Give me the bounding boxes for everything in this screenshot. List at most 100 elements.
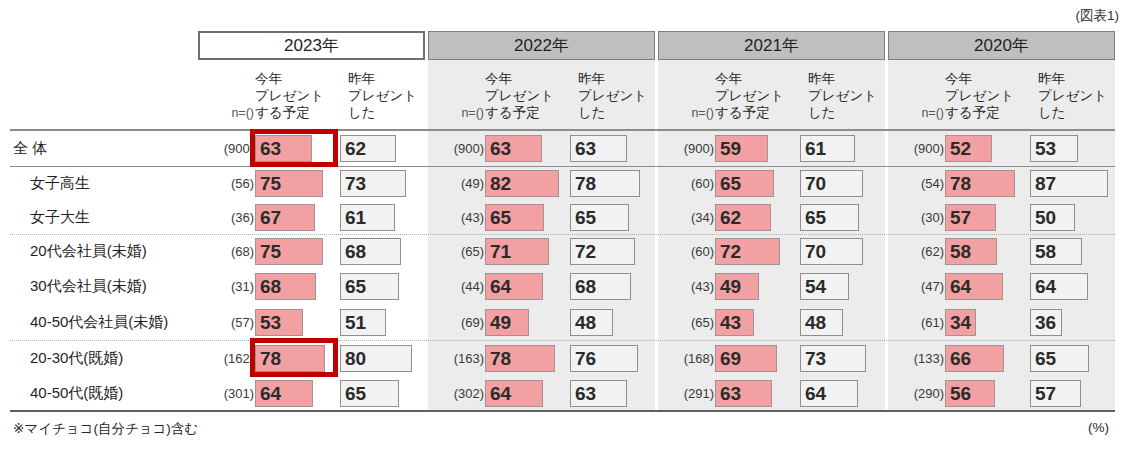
- n-header-label: n=(): [888, 106, 944, 120]
- n-value: (43): [428, 200, 484, 234]
- row-label: 30代会社員(未婚): [30, 269, 147, 304]
- n-value: (900): [658, 131, 714, 166]
- last-year-box: 80: [340, 345, 412, 372]
- chart-canvas: (図表1) 2023年今年 プレゼント する予定昨年 プレゼント したn=()2…: [0, 0, 1125, 452]
- last-year-box: 78: [570, 170, 640, 197]
- plan-bar: 49: [485, 309, 529, 336]
- subheader-last: 昨年 プレゼント した: [808, 70, 877, 121]
- n-value: (302): [428, 376, 484, 411]
- plan-bar: 75: [255, 170, 323, 197]
- bottom-rule: [10, 410, 1115, 412]
- last-year-box: 64: [800, 380, 858, 407]
- n-value: (68): [198, 234, 254, 269]
- plan-bar: 56: [945, 380, 995, 407]
- plan-bar: 43: [715, 309, 754, 336]
- last-year-box: 65: [1030, 345, 1089, 372]
- last-year-box: 58: [1030, 238, 1082, 265]
- row-label: 20代会社員(未婚): [30, 234, 147, 269]
- subheader-last: 昨年 プレゼント した: [1038, 70, 1107, 121]
- plan-bar: 64: [485, 273, 543, 300]
- plan-bar: 68: [255, 273, 316, 300]
- last-year-box: 65: [340, 380, 399, 407]
- last-year-box: 70: [800, 238, 863, 265]
- n-value: (49): [428, 166, 484, 200]
- last-year-box: 54: [800, 273, 849, 300]
- n-value: (31): [198, 269, 254, 304]
- last-year-box: 64: [1030, 273, 1088, 300]
- last-year-box: 65: [570, 204, 629, 231]
- last-year-box: 65: [340, 273, 399, 300]
- last-year-box: 48: [570, 309, 613, 336]
- last-year-box: 68: [340, 238, 401, 265]
- n-value: (900): [888, 131, 944, 166]
- n-header-label: n=(): [428, 106, 484, 120]
- n-value: (168): [658, 340, 714, 376]
- last-year-box: 57: [1030, 380, 1081, 407]
- n-value: (47): [888, 269, 944, 304]
- plan-bar: 62: [715, 204, 771, 231]
- plan-bar: 63: [485, 135, 542, 162]
- n-value: (301): [198, 376, 254, 411]
- subheader-plan: 今年 プレゼント する予定: [255, 70, 324, 121]
- plan-bar: 57: [945, 204, 996, 231]
- n-value: (34): [658, 200, 714, 234]
- dotted-separator: [10, 234, 1115, 235]
- n-value: (57): [198, 304, 254, 340]
- n-value: (291): [658, 376, 714, 411]
- last-year-box: 53: [1030, 135, 1078, 162]
- n-value: (62): [888, 234, 944, 269]
- n-value: (900): [198, 131, 254, 166]
- row-label: 40-50代(既婚): [30, 376, 123, 411]
- last-year-box: 50: [1030, 204, 1075, 231]
- n-value: (56): [198, 166, 254, 200]
- plan-bar: 64: [255, 380, 313, 407]
- row-label: 女子大生: [30, 200, 90, 234]
- plan-bar: 49: [715, 273, 759, 300]
- plan-bar: 71: [485, 238, 549, 265]
- last-year-box: 63: [570, 380, 627, 407]
- last-year-box: 51: [340, 309, 386, 336]
- highlight-box: [250, 338, 338, 377]
- year-header-2021年: 2021年: [658, 31, 885, 60]
- plan-bar: 72: [715, 238, 780, 265]
- figure-label: (図表1): [1076, 7, 1120, 25]
- last-year-box: 36: [1030, 309, 1062, 336]
- footnote: ※マイチョコ(自分チョコ)含む: [13, 420, 198, 438]
- plan-bar: 65: [485, 204, 544, 231]
- last-year-box: 61: [800, 135, 855, 162]
- plan-bar: 64: [945, 273, 1003, 300]
- subheader-plan: 今年 プレゼント する予定: [485, 70, 554, 121]
- n-value: (900): [428, 131, 484, 166]
- highlight-box: [250, 129, 338, 167]
- plan-bar: 82: [485, 170, 559, 197]
- last-year-box: 62: [340, 135, 396, 162]
- year-header-2020年: 2020年: [888, 31, 1115, 60]
- last-year-box: 76: [570, 345, 638, 372]
- solid-separator: [10, 166, 1115, 167]
- last-year-box: 73: [800, 345, 866, 372]
- plan-bar: 63: [715, 380, 772, 407]
- n-value: (163): [428, 340, 484, 376]
- n-value: (61): [888, 304, 944, 340]
- n-value: (290): [888, 376, 944, 411]
- plan-bar: 78: [485, 345, 555, 372]
- subheader-last: 昨年 プレゼント した: [348, 70, 417, 121]
- n-value: (30): [888, 200, 944, 234]
- subheader-plan: 今年 プレゼント する予定: [715, 70, 784, 121]
- row-label: 40-50代会社員(未婚): [30, 304, 168, 340]
- subheader-plan: 今年 プレゼント する予定: [945, 70, 1014, 121]
- n-value: (36): [198, 200, 254, 234]
- last-year-box: 65: [800, 204, 859, 231]
- n-header-label: n=(): [198, 106, 254, 120]
- last-year-box: 61: [340, 204, 395, 231]
- last-year-box: 72: [570, 238, 635, 265]
- plan-bar: 58: [945, 238, 997, 265]
- last-year-box: 48: [800, 309, 843, 336]
- n-value: (162): [198, 340, 254, 376]
- subheader-last: 昨年 プレゼント した: [578, 70, 647, 121]
- row-label: 20-30代(既婚): [30, 340, 123, 376]
- plan-bar: 69: [715, 345, 777, 372]
- plan-bar: 66: [945, 345, 1004, 372]
- n-header-label: n=(): [658, 106, 714, 120]
- last-year-box: 73: [340, 170, 406, 197]
